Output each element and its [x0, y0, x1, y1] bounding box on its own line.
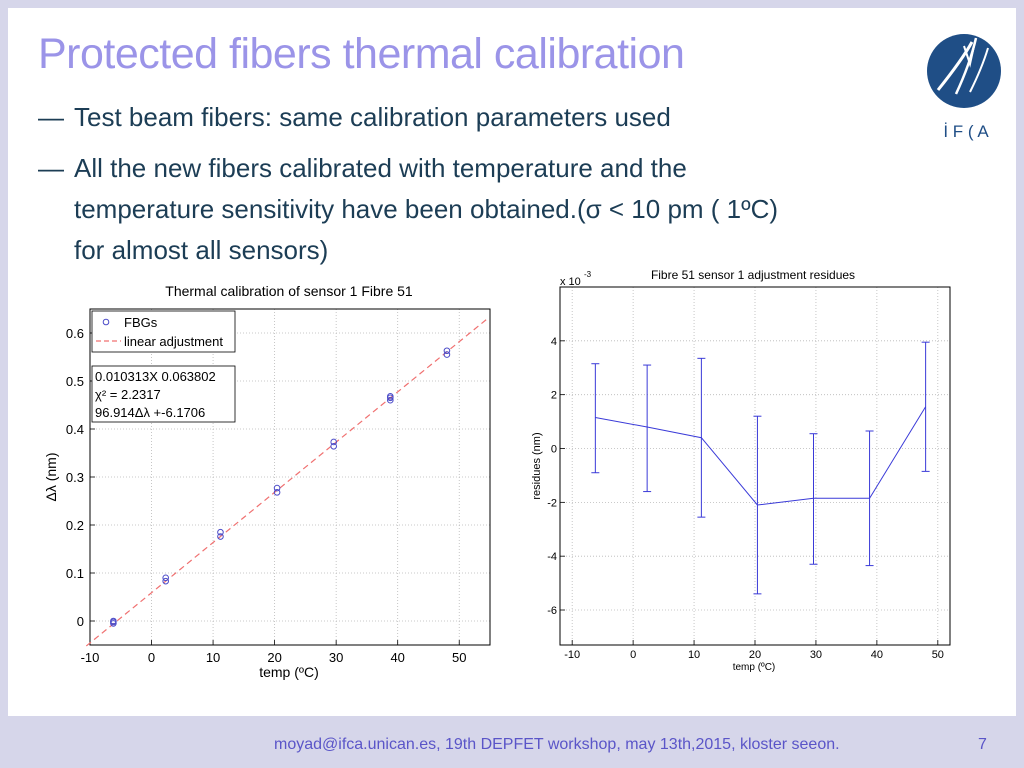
- chart1-legend-label-fit: linear adjustment: [124, 334, 223, 349]
- chart2-error-bar: [921, 341, 930, 472]
- chart1-xtick-label: 40: [390, 650, 404, 665]
- chart1-xtick-label: -10: [81, 650, 100, 665]
- chart2-xtick-label: 20: [749, 649, 761, 661]
- footer-text: moyad@ifca.unican.es, 19th DEPFET worksh…: [274, 736, 840, 753]
- footer: moyad@ifca.unican.es, 19th DEPFET worksh…: [0, 716, 1024, 768]
- slide: Protected fibers thermal calibration — T…: [8, 8, 1016, 716]
- chart2-ytick-label: 0: [551, 444, 557, 456]
- chart1-legend: FBGs linear adjustment: [91, 310, 236, 353]
- chart2-multiplier: x 10: [560, 276, 581, 288]
- chart2-xtick-label: -10: [564, 649, 580, 661]
- chart1-ytick-label: 0.1: [66, 566, 84, 581]
- bullet-2-line-2: temperature sensitivity have been obtain…: [74, 194, 779, 224]
- chart2-xtick-label: 0: [630, 649, 636, 661]
- chart2-error-bar: [753, 415, 762, 595]
- chart2-error-bar: [591, 363, 600, 474]
- chart1-data-point: [330, 438, 337, 446]
- chart2-xtick-label: 30: [810, 649, 822, 661]
- bullet-2-line-1: All the new fibers calibrated with tempe…: [74, 153, 687, 183]
- chart1-ytick-label: 0.5: [66, 374, 84, 389]
- chart1-data-point: [443, 351, 451, 358]
- logo-text: İ F ( A: [943, 122, 989, 141]
- chart1-ytick-label: 0.3: [66, 470, 84, 485]
- chart1-ytick-label: 0.6: [66, 326, 84, 341]
- chart1-xtick-label: 0: [148, 650, 155, 665]
- chart2-ytick-label: -6: [547, 605, 557, 617]
- chart1-data-point: [110, 620, 117, 627]
- chart2-y-axis-label: residues (nm): [531, 432, 543, 499]
- chart2-residue-line: [595, 406, 927, 506]
- chart1-data-point: [273, 489, 281, 496]
- chart1-legend-label-fbgs: FBGs: [124, 315, 158, 330]
- slide-title: Protected fibers thermal calibration: [38, 30, 685, 78]
- chart1-title: Thermal calibration of sensor 1 Fibre 51: [165, 283, 413, 299]
- chart2-plot-frame: [559, 286, 951, 646]
- chart1-data-point: [110, 617, 117, 625]
- chart1-legend-marker-fbgs: [102, 318, 110, 326]
- chart1-data-point: [273, 484, 281, 492]
- bullet-dash: —: [38, 102, 64, 132]
- chart1-data-point: [443, 347, 451, 355]
- bullet-1-line-1: Test beam fibers: same calibration param…: [74, 102, 671, 132]
- chart1-xtick-label: 20: [267, 650, 281, 665]
- chart1-data-point: [330, 442, 337, 450]
- chart1-annotation: 0.010313X 0.063802 χ² = 2.2317 96.914Δλ +-…: [91, 365, 236, 423]
- chart1-data-point: [110, 618, 117, 626]
- chart1-y-axis-label: Δλ (nm): [43, 452, 59, 501]
- chart2-ytick-label: 4: [551, 336, 557, 348]
- chart2-error-bar: [697, 357, 706, 518]
- chart1-ytick-label: 0.4: [66, 422, 84, 437]
- page-number: 7: [978, 736, 987, 753]
- bullet-2-line-3: for almost all sensors): [74, 235, 329, 265]
- chart1-annotation-line-1: 0.010313X 0.063802: [95, 369, 216, 384]
- chart1-data-point: [217, 528, 224, 536]
- chart1-plot-frame: [89, 308, 491, 646]
- chart1-ytick-label: 0: [77, 614, 84, 629]
- chart1-xtick-label: 10: [206, 650, 220, 665]
- chart2-multiplier-exponent: -3: [584, 270, 592, 279]
- chart1-fit-line: [85, 318, 488, 647]
- chart2-error-bar: [809, 433, 818, 565]
- bullet-dash: —: [38, 153, 64, 183]
- chart1-annotation-box: [91, 365, 236, 423]
- chart2-xtick-label: 50: [932, 649, 944, 661]
- chart1-data-point: [387, 394, 394, 402]
- chart1-annotation-line-2: χ² = 2.2317: [95, 387, 161, 402]
- chart2-ytick-label: -2: [547, 497, 557, 509]
- chart2-xtick-label: 10: [688, 649, 700, 661]
- chart2-error-bar: [643, 364, 652, 493]
- chart1-annotation-line-3: 96.914Δλ +-6.1706: [95, 405, 205, 420]
- chart1-xtick-label: 50: [452, 650, 466, 665]
- chart1-xtick-label: 30: [329, 650, 343, 665]
- chart2-xtick-label: 40: [871, 649, 883, 661]
- chart2-title: Fibre 51 sensor 1 adjustment residues: [651, 268, 855, 282]
- chart2-x-axis-label: temp (ºC): [733, 662, 776, 673]
- chart1-data-point: [387, 396, 394, 404]
- chart2-ytick-label: 2: [551, 390, 557, 402]
- chart1-data-point: [217, 533, 224, 540]
- chart1-data-point: [162, 574, 169, 582]
- chart1-data-point: [162, 577, 169, 585]
- chart2-ytick-label: -4: [547, 551, 557, 563]
- chart1-x-axis-label: temp (ºC): [259, 664, 319, 680]
- chart1-data-point: [387, 393, 394, 400]
- chart2-error-bar: [865, 430, 874, 567]
- chart1-legend-box: [91, 310, 236, 353]
- chart1-ytick-label: 0.2: [66, 518, 84, 533]
- ifca-logo: İ F ( A: [927, 34, 1001, 141]
